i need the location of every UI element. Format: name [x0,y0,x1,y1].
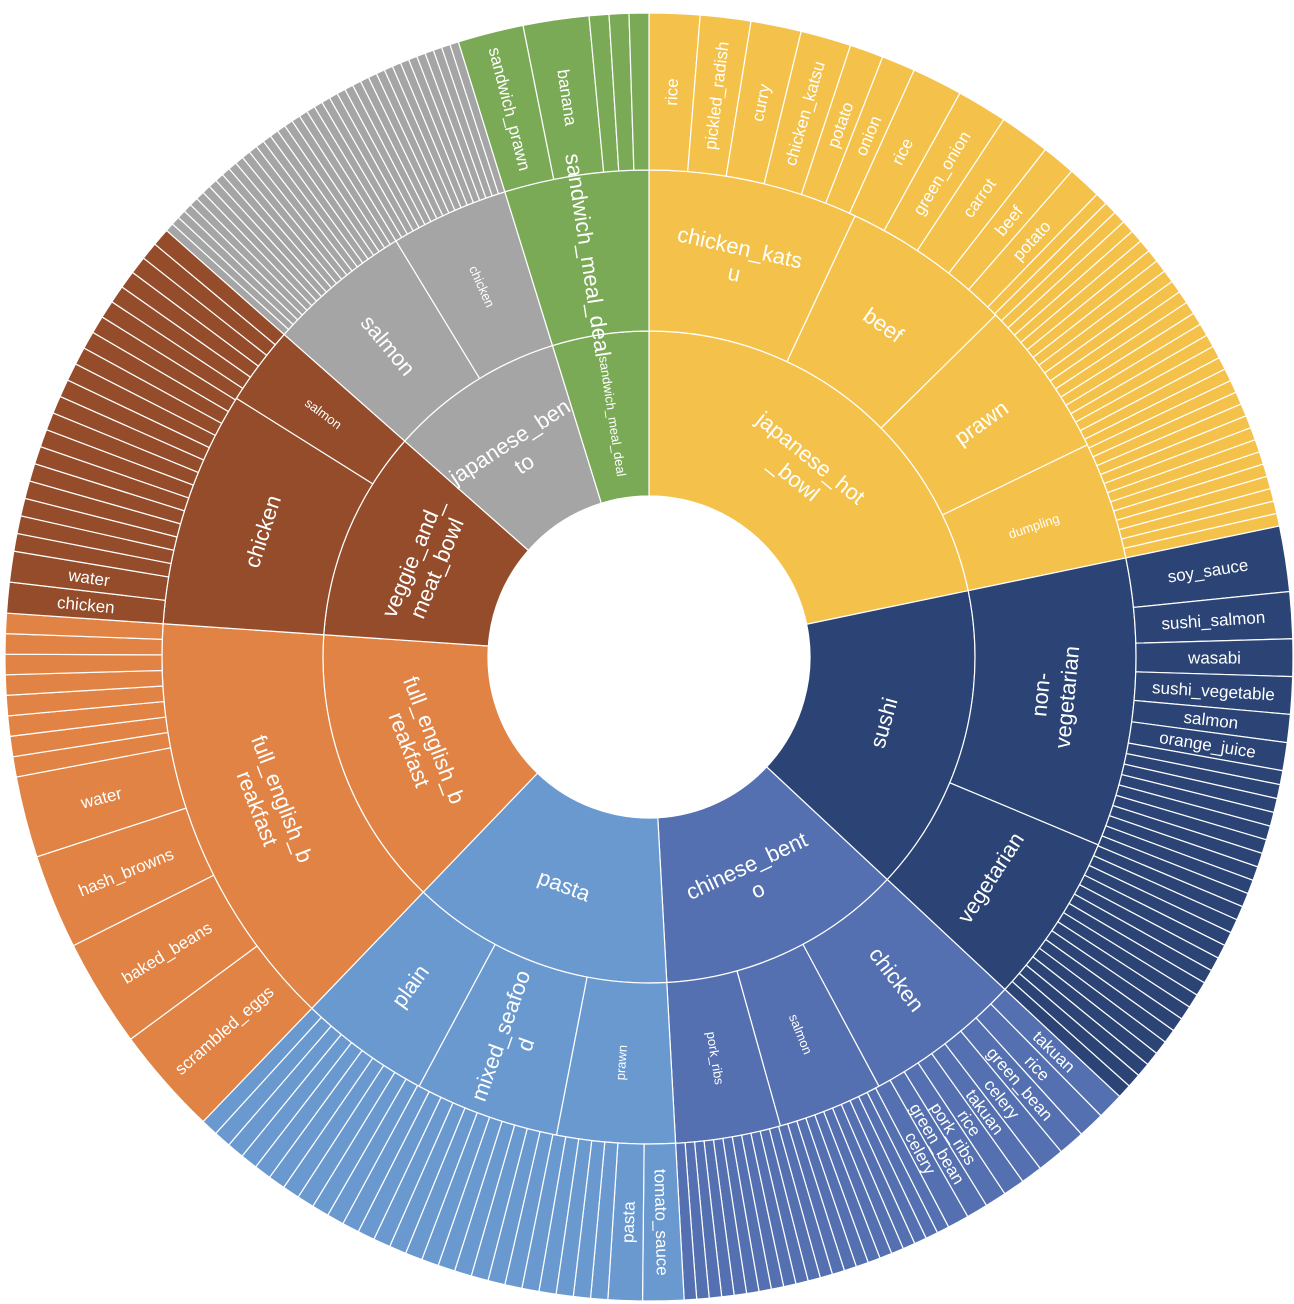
outer-label-pasta-tomato-sauce-0: tomato_sauce [650,1169,671,1276]
outer-label-japanese-hot-bowl-rice-0: rice [662,78,682,106]
outer-label-pasta-pasta-1: pasta [618,1200,639,1243]
sunburst-segments [4,12,1294,1302]
outer-seg-full-english-breakfast-9 [4,653,163,676]
outer-label-sushi-wasabi-2: wasabi [1187,649,1241,668]
mid-label-pasta-prawn: prawn [613,1044,630,1080]
outer-seg-sandwich-meal-deal-4 [628,12,650,171]
